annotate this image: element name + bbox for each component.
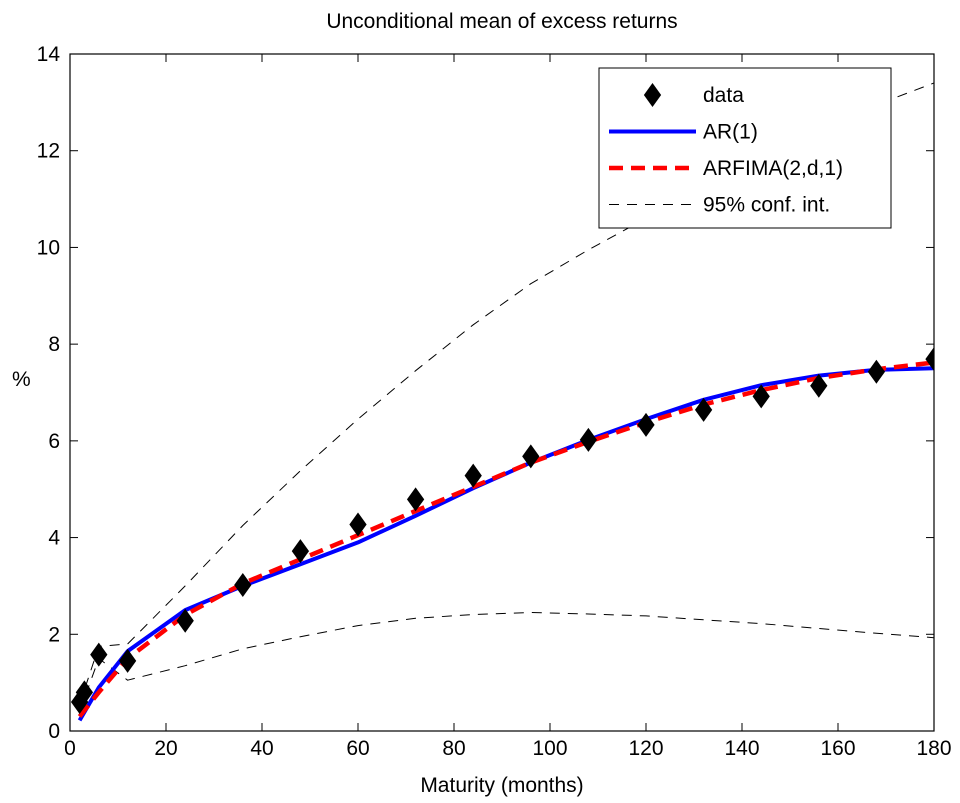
legend-label: ARFIMA(2,d,1) (703, 157, 843, 180)
data-point-diamond (176, 608, 194, 633)
x-tick-label: 180 (916, 737, 951, 760)
data-point-diamond (925, 347, 934, 372)
y-tick-label: 0 (48, 720, 60, 743)
data-point-diamond (752, 384, 770, 409)
y-tick-label: 10 (37, 236, 60, 259)
data-point-diamond (406, 487, 425, 512)
data-point-diamond (694, 397, 713, 422)
data-point-diamond (522, 444, 540, 469)
series-line-arfima-2-d-1- (77, 360, 934, 718)
series-line-95-conf-int- (79, 82, 934, 705)
x-tick-label: 60 (346, 737, 369, 760)
series-line-conf-int-lower (79, 612, 934, 712)
data-point-diamond (867, 359, 886, 384)
y-tick-label: 2 (48, 623, 60, 646)
legend: data AR(1) ARFIMA(2,d,1) 95% conf. int. (598, 67, 892, 229)
x-axis-label: Maturity (months) (420, 774, 583, 797)
x-tick-label: 20 (154, 737, 177, 760)
x-tick-label: 100 (532, 737, 567, 760)
data-point-diamond (291, 539, 310, 564)
y-tick-label: 6 (48, 430, 60, 453)
x-tick-label: 0 (64, 737, 76, 760)
series-line-ar-1- (77, 366, 934, 722)
y-tick-label: 8 (48, 333, 60, 356)
x-tick-label: 160 (820, 737, 855, 760)
x-tick-label: 120 (628, 737, 663, 760)
y-tick-label: 4 (48, 527, 60, 550)
data-point-diamond (118, 648, 137, 673)
y-axis-label: % (12, 368, 31, 391)
y-tick-label: 14 (37, 43, 61, 66)
data-point-diamond (637, 412, 655, 437)
legend-swatch-diamond (643, 83, 662, 107)
x-tick-label: 140 (724, 737, 759, 760)
axis-ticks: 0 20 40 60 80 100 120 140 160 180 0 2 4 6 8 10 12 14 (37, 43, 952, 760)
series-layer (70, 82, 934, 722)
data-point-diamond (349, 512, 367, 537)
data-point-diamond (75, 680, 94, 705)
legend-label: AR(1) (703, 121, 758, 144)
plot-area (70, 82, 934, 722)
legend-label: 95% conf. int. (703, 194, 830, 217)
legend-label: data (703, 84, 744, 107)
plot-frame (69, 53, 935, 732)
x-tick-label: 40 (250, 737, 273, 760)
chart-title: Unconditional mean of excess returns (326, 10, 677, 33)
data-point-diamond (90, 642, 108, 667)
y-tick-label: 12 (37, 140, 60, 163)
data-point-diamond (464, 463, 482, 488)
data-point-diamond (810, 373, 828, 398)
data-point-diamond (234, 572, 252, 597)
data-point-diamond (579, 427, 598, 452)
x-tick-label: 80 (442, 737, 465, 760)
